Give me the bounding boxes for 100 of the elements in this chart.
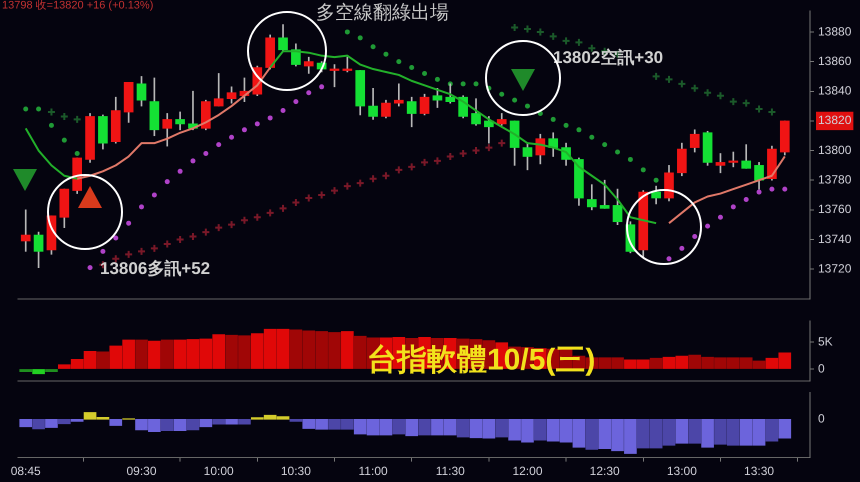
point <box>550 116 556 122</box>
bar <box>70 419 84 422</box>
y-tick-label: 13760 <box>818 202 852 216</box>
point <box>126 220 132 226</box>
y-tick-label: 13780 <box>818 172 852 187</box>
point <box>23 106 28 112</box>
point <box>88 265 93 270</box>
x-tick-label: 12:30 <box>590 464 620 478</box>
bar <box>174 419 186 431</box>
point <box>652 72 661 81</box>
point <box>306 90 312 96</box>
point <box>178 168 183 174</box>
point <box>690 84 700 93</box>
y-tick-label: 13880 <box>818 24 852 38</box>
bar <box>96 351 110 369</box>
point <box>718 214 723 220</box>
bar <box>45 369 58 372</box>
bar <box>585 419 598 450</box>
point <box>615 150 620 155</box>
point <box>628 156 633 162</box>
point <box>728 97 738 106</box>
bar <box>688 419 702 444</box>
point <box>370 44 376 50</box>
point <box>216 142 222 148</box>
point <box>484 143 494 152</box>
x-tick-label: 09:30 <box>126 464 157 478</box>
point <box>756 190 762 195</box>
bar <box>290 419 302 422</box>
bar <box>534 419 547 441</box>
point <box>229 134 234 140</box>
point <box>703 88 712 98</box>
point <box>666 256 672 262</box>
bar <box>392 419 406 434</box>
y-tick-label: 13740 <box>818 232 852 246</box>
point <box>420 158 430 167</box>
point <box>124 250 134 259</box>
point <box>460 81 466 86</box>
x-tick-label: 11:00 <box>358 464 388 478</box>
bar <box>45 419 58 428</box>
point <box>589 134 594 140</box>
bar <box>778 419 792 438</box>
point <box>679 246 684 251</box>
point <box>152 192 157 198</box>
point <box>394 165 404 174</box>
bar <box>238 419 251 424</box>
point <box>113 236 118 241</box>
point <box>190 158 196 164</box>
x-tick-label: 12:00 <box>512 464 543 478</box>
point <box>640 167 646 172</box>
point <box>562 36 571 46</box>
y-tick-label: 13800 <box>818 142 852 157</box>
bar <box>19 369 32 372</box>
point <box>602 142 608 148</box>
point <box>293 99 298 104</box>
point <box>730 204 736 210</box>
point <box>342 182 352 191</box>
point <box>268 115 273 120</box>
bar <box>456 419 470 438</box>
point <box>356 178 365 188</box>
point <box>574 38 584 47</box>
point <box>344 29 350 34</box>
y-tick-label: 5K <box>818 334 833 348</box>
point <box>716 91 725 100</box>
annotation: 13798 收=13820 +16 (+0.13%) <box>2 0 154 12</box>
point <box>150 244 159 253</box>
bar <box>19 419 32 428</box>
point <box>576 127 582 132</box>
bar <box>109 419 122 426</box>
point <box>474 81 479 86</box>
point <box>278 204 288 213</box>
x-tick-label: 11:30 <box>436 464 466 478</box>
point <box>242 127 247 132</box>
bar <box>341 331 354 369</box>
point <box>512 98 518 103</box>
point <box>381 171 390 180</box>
y-tick-label: 13820 <box>818 113 852 128</box>
point <box>564 122 569 128</box>
bar <box>701 419 714 448</box>
bar <box>160 340 174 369</box>
point <box>72 114 82 124</box>
point <box>358 35 363 40</box>
point <box>548 32 558 41</box>
bar <box>148 340 161 369</box>
bar <box>186 419 200 430</box>
point <box>164 179 170 184</box>
point <box>203 151 208 156</box>
point <box>782 186 788 192</box>
point <box>319 84 324 90</box>
point <box>383 52 388 57</box>
y-tick-label: 13720 <box>818 261 852 276</box>
bar <box>212 419 226 424</box>
point <box>654 178 659 183</box>
point <box>36 106 42 112</box>
bar <box>160 419 174 431</box>
x-tick-label: 10:30 <box>280 464 312 478</box>
point <box>664 74 674 84</box>
point <box>214 223 224 232</box>
y-tick-label: 13860 <box>818 54 852 68</box>
point <box>62 138 67 143</box>
bar <box>225 419 238 424</box>
